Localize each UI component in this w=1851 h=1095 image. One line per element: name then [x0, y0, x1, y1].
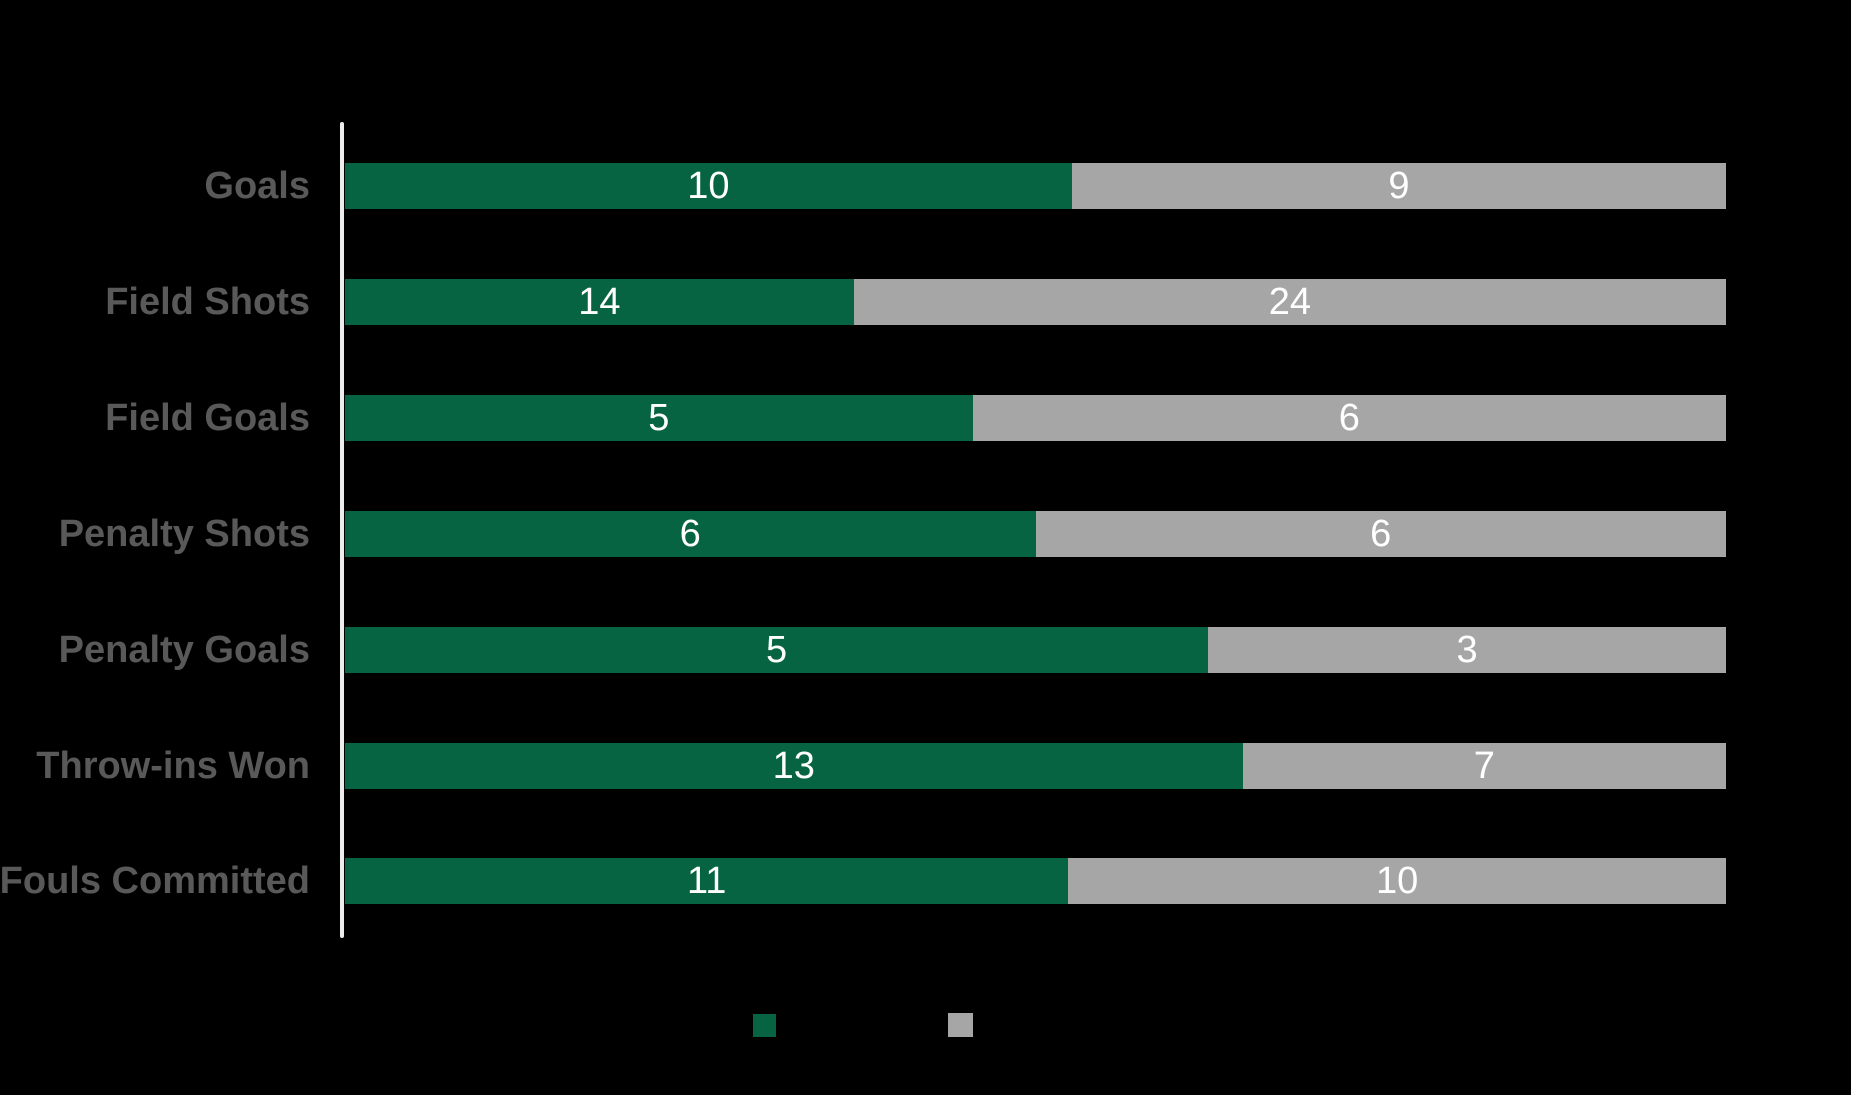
bar-segment-gray: 9 [1071, 163, 1726, 209]
category-label: Field Goals [105, 396, 310, 439]
bar-row: Throw-ins Won 13 7 [0, 743, 1851, 789]
bar-track: 14 24 [345, 279, 1726, 325]
category-label: Field Shots [105, 280, 310, 323]
bar-value-label: 24 [1268, 281, 1312, 323]
bar-segment-gray: 7 [1242, 743, 1726, 789]
category-label: Throw-ins Won [36, 744, 310, 787]
bar-row: Penalty Goals 5 3 [0, 627, 1851, 673]
bar-segment-green: 14 [345, 279, 854, 325]
bar-segment-gray: 6 [1035, 511, 1726, 557]
bar-segment-green: 6 [345, 511, 1036, 557]
bar-track: 11 10 [345, 858, 1726, 904]
y-axis-line [340, 122, 344, 938]
bar-row: Penalty Shots 6 6 [0, 511, 1851, 557]
bar-track: 10 9 [345, 163, 1726, 209]
bar-segment-green: 5 [345, 395, 973, 441]
legend [0, 1013, 1851, 1039]
category-label: Fouls Committed [0, 859, 310, 902]
category-label: Penalty Shots [58, 512, 310, 555]
bar-row: Field Goals 5 6 [0, 395, 1851, 441]
bar-value-label: 7 [1473, 745, 1495, 787]
bar-segment-green: 5 [345, 627, 1209, 673]
bar-track: 13 7 [345, 743, 1726, 789]
bar-value-label: 13 [772, 745, 815, 787]
bar-value-label: 6 [1338, 397, 1360, 439]
legend-swatch-green [753, 1014, 776, 1037]
legend-swatch-gray [948, 1013, 973, 1037]
bar-value-label: 9 [1388, 165, 1410, 207]
bar-segment-green: 11 [345, 858, 1069, 904]
bar-segment-green: 10 [345, 163, 1072, 209]
bar-row: Fouls Committed 11 10 [0, 858, 1851, 904]
bar-value-label: 6 [1370, 513, 1392, 555]
bar-value-label: 10 [687, 165, 730, 207]
bar-segment-gray: 24 [853, 279, 1726, 325]
bar-segment-green: 13 [345, 743, 1243, 789]
bar-value-label: 5 [765, 629, 788, 671]
bar-value-label: 3 [1456, 629, 1478, 671]
bar-segment-gray: 6 [972, 395, 1726, 441]
bar-value-label: 5 [648, 397, 670, 439]
category-label: Goals [204, 164, 310, 207]
bar-value-label: 14 [578, 281, 621, 323]
category-label: Penalty Goals [58, 628, 310, 671]
bar-segment-gray: 3 [1208, 627, 1726, 673]
bar-value-label: 11 [686, 860, 727, 902]
bar-row: Field Shots 14 24 [0, 279, 1851, 325]
bar-value-label: 10 [1376, 860, 1419, 902]
bar-segment-gray: 10 [1068, 858, 1726, 904]
bar-value-label: 6 [679, 513, 701, 555]
bar-row: Goals 10 9 [0, 163, 1851, 209]
